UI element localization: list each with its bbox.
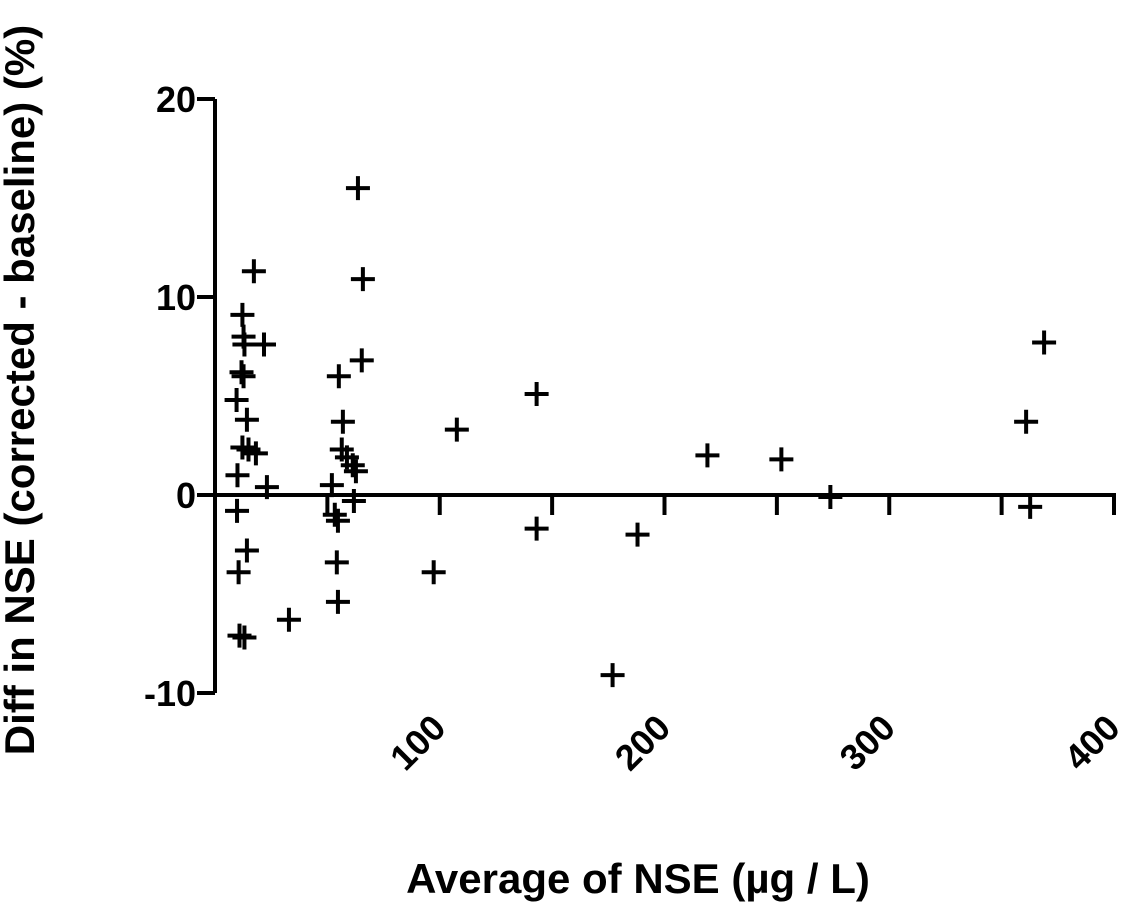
data-point [325,589,350,614]
data-point [350,267,375,292]
data-point [343,459,368,484]
data-point [224,387,249,412]
data-point [230,302,255,327]
data-point [243,441,268,466]
data-point [324,550,349,575]
data-point [241,259,266,284]
data-point [319,473,344,498]
x-tick-label: 100 [382,707,453,778]
data-point [229,360,254,385]
data-point [330,409,355,434]
y-tick-label: 0 [176,475,196,516]
data-point [234,538,259,563]
data-point [340,453,365,478]
data-point [444,417,469,442]
data-point [325,508,350,533]
data-point [234,407,259,432]
data-point [524,382,549,407]
data-point [251,332,276,357]
data-point [818,484,843,509]
data-point [345,176,370,201]
y-axis-title: Diff in NSE (corrected - baseline) (%) [0,25,43,755]
data-point [225,463,250,488]
data-point [254,475,279,500]
y-tick-label: 10 [156,277,196,318]
data-point [226,560,251,585]
y-tick-label: 20 [156,79,196,120]
data-point [349,348,374,373]
x-axis-title: Average of NSE (µg / L) [406,855,870,902]
data-point [421,560,446,585]
data-point [231,364,256,389]
data-point [524,516,549,541]
data-point [225,498,250,523]
data-point [326,364,351,389]
data-point [232,625,257,650]
data-point [1014,409,1039,434]
y-tick-label: -10 [144,673,196,714]
data-point [1032,330,1057,355]
plot-area: -10 0 10 20 100 200 300 400 [144,79,1125,778]
x-tick-label: 200 [607,707,678,778]
data-point [769,447,794,472]
data-point [322,502,347,527]
data-point [625,522,650,547]
data-point [276,607,301,632]
x-tick-label: 400 [1056,707,1125,778]
data-point [341,488,366,513]
data-point [600,663,625,688]
data-point [1018,494,1043,519]
data-point [695,443,720,468]
x-tick-label: 300 [831,707,902,778]
